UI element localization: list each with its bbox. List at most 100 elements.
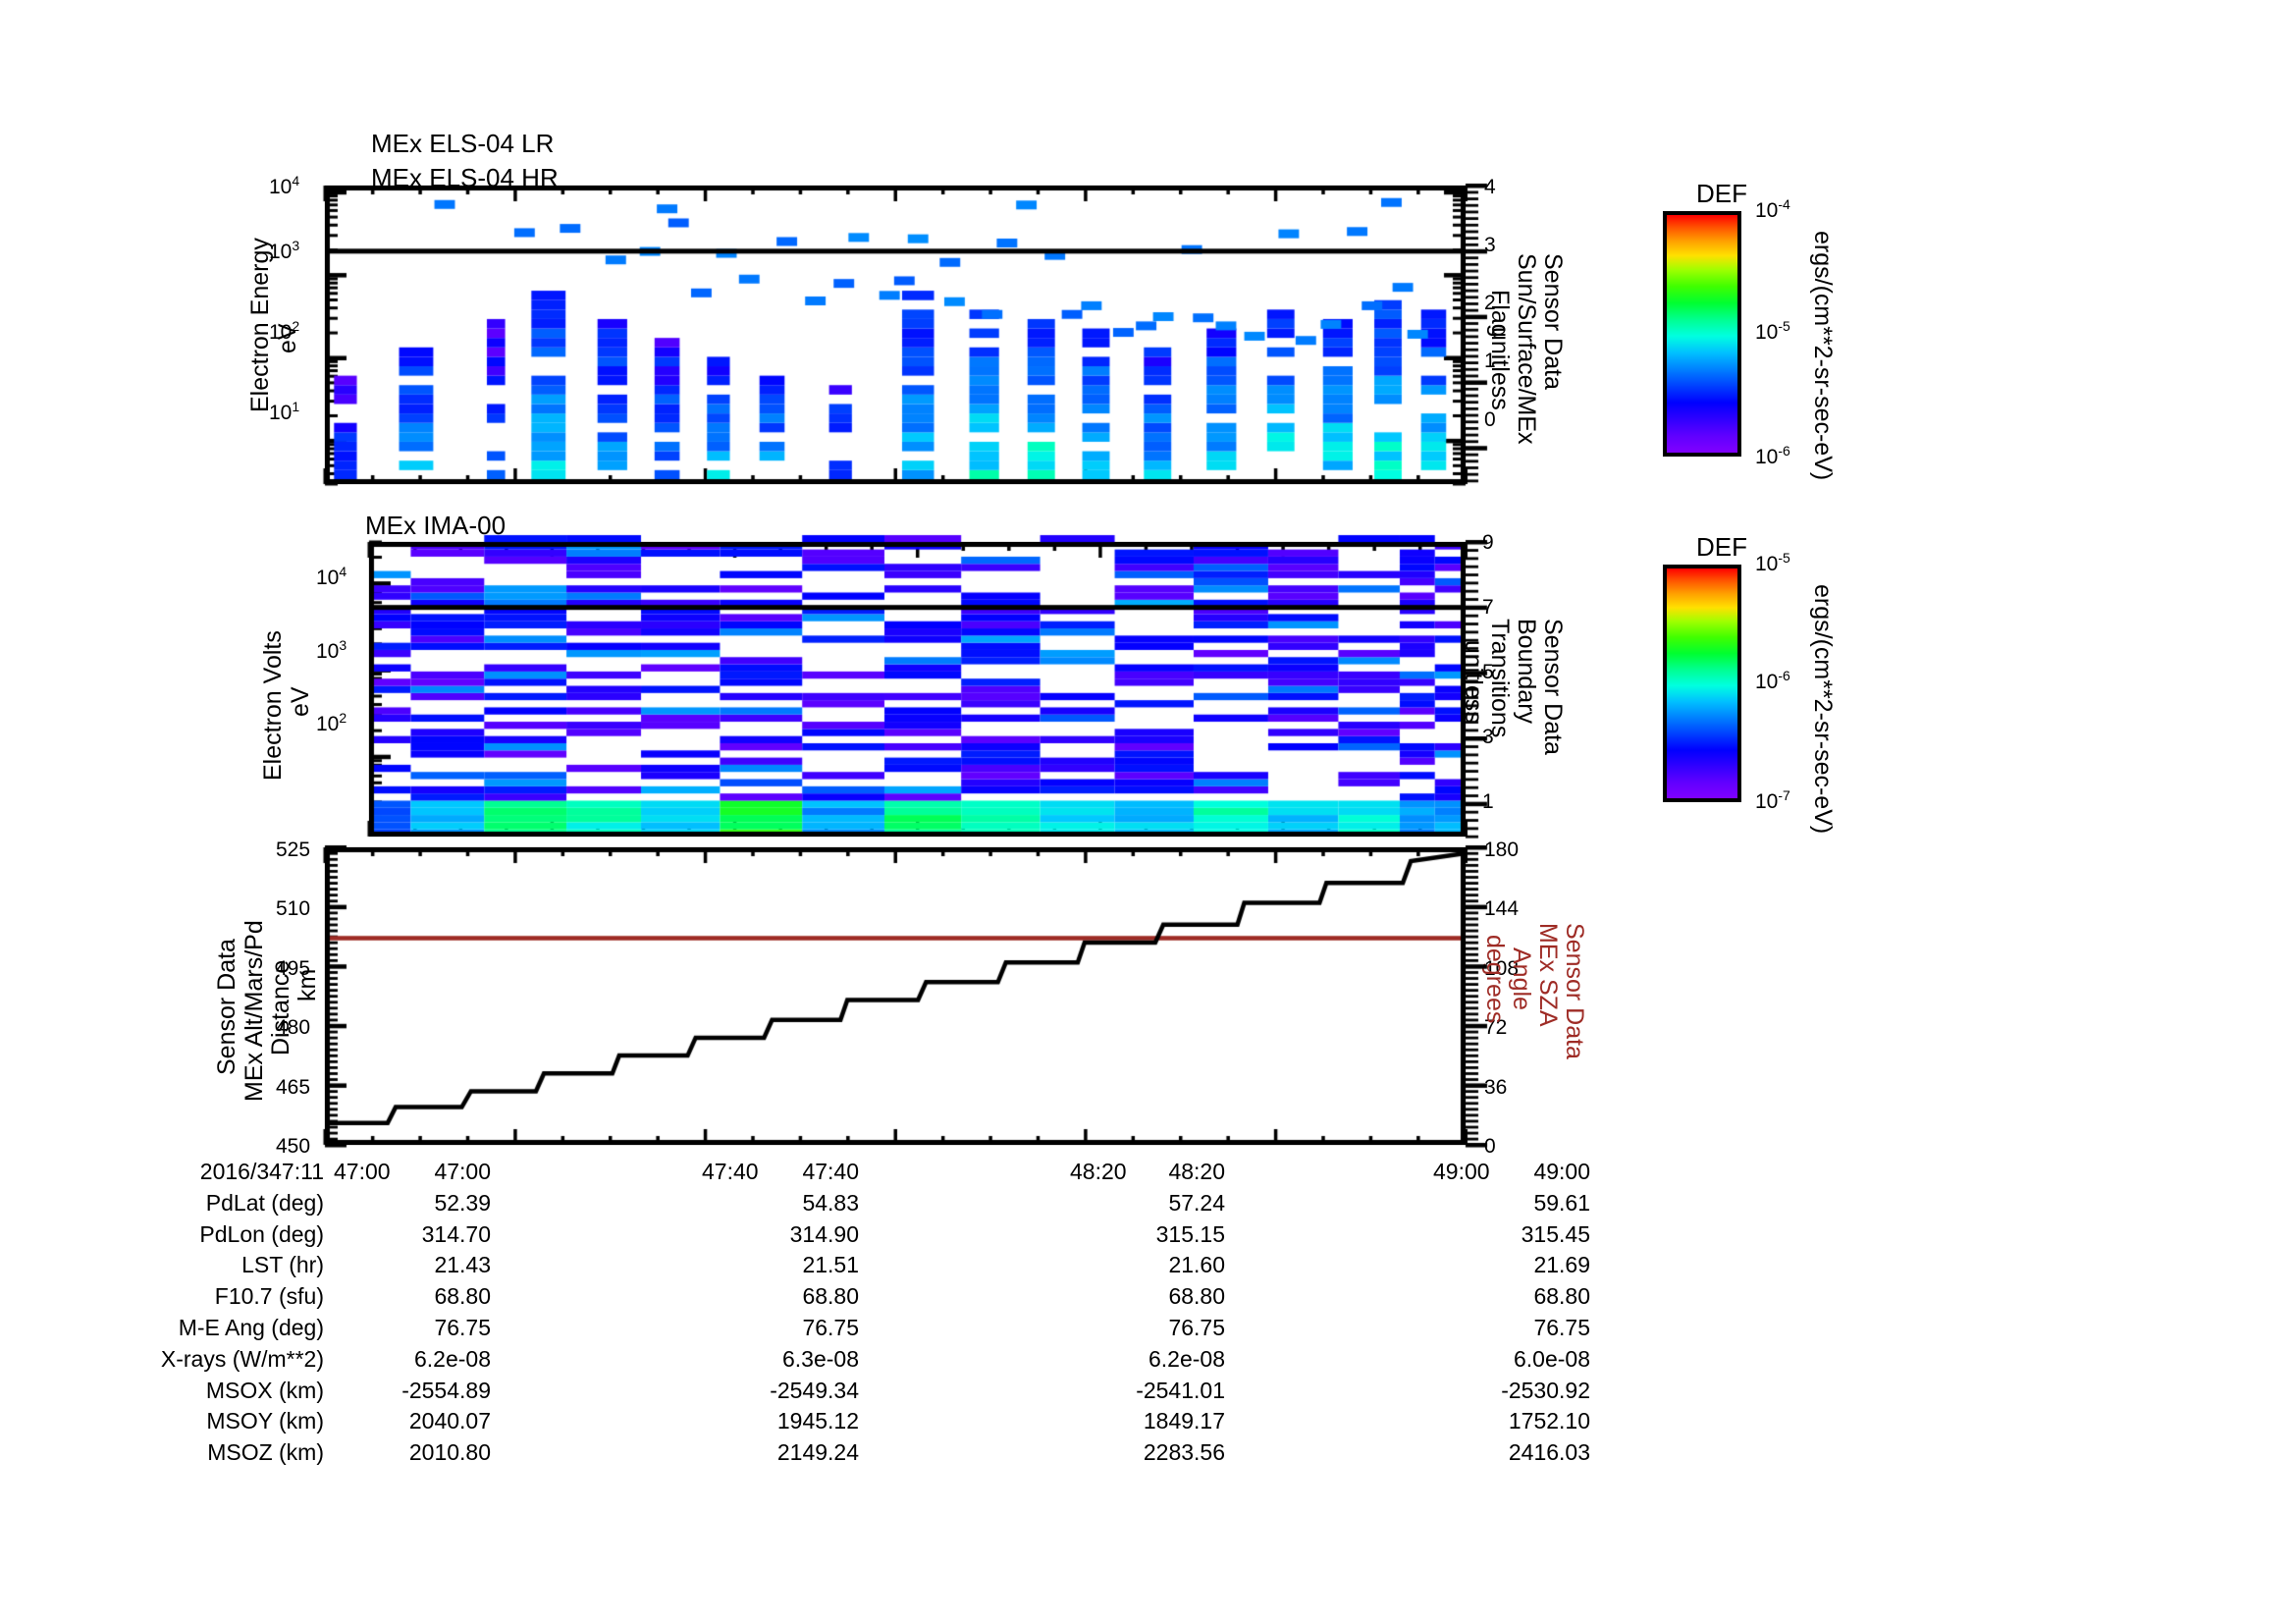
- p3-ytick-450: 450: [276, 1135, 311, 1158]
- table-cell: 52.39: [434, 1189, 491, 1216]
- table-cell: 54.83: [802, 1189, 859, 1216]
- p1-rtick-3: 3: [1484, 234, 1496, 256]
- table-cell: 1945.12: [776, 1408, 859, 1434]
- p3-ylabel1: Sensor Data: [213, 939, 240, 1075]
- p2-rtick-9: 9: [1482, 531, 1494, 554]
- table-cell: -2541.01: [1136, 1377, 1225, 1403]
- table-cell: 2283.56: [1143, 1439, 1225, 1466]
- p2-ytick-1e2: 102: [316, 710, 347, 735]
- table-cell: 1752.10: [1508, 1408, 1590, 1434]
- colorbar2-tick-top: 10-5: [1755, 550, 1790, 575]
- table-cell: 76.75: [802, 1315, 859, 1340]
- p3-ylabel2: MEx Alt/Mars/Pd: [240, 920, 268, 1102]
- p1-ytick-1e4: 104: [269, 173, 300, 198]
- colorbar2: [1663, 565, 1741, 802]
- colorbar1: [1663, 211, 1741, 457]
- table-row-label: LST (hr): [241, 1252, 324, 1278]
- p2-right-label: Sensor Data: [1539, 619, 1567, 755]
- colorbar1-tick-mid: 10-5: [1755, 318, 1790, 344]
- colorbar1-title: DEF: [1696, 179, 1747, 208]
- table-cell: 314.90: [789, 1220, 859, 1247]
- colorbar2-tick-bot: 10-7: [1755, 787, 1790, 813]
- p2-rtick-1: 1: [1482, 790, 1494, 813]
- table-cell: 2040.07: [408, 1408, 491, 1434]
- table-cell: 6.2e-08: [1148, 1345, 1225, 1372]
- p3-right-label3: Angle: [1508, 947, 1535, 1010]
- table-cell: 68.80: [1533, 1283, 1590, 1310]
- table-row-label: MSOY (km): [206, 1408, 324, 1434]
- table-cell: 2149.24: [776, 1439, 859, 1466]
- table-cell: 1849.17: [1143, 1408, 1225, 1434]
- table-cell: 76.75: [434, 1315, 491, 1340]
- p2-ylabel: Electron Volts: [259, 630, 287, 781]
- p3-right-units: degrees: [1481, 935, 1509, 1024]
- table-cell: 47:00: [434, 1159, 491, 1184]
- table-row-label: PdLon (deg): [199, 1220, 324, 1247]
- table-cell: 59.61: [1533, 1189, 1590, 1216]
- table-cell: 76.75: [1168, 1315, 1225, 1340]
- table-cell: 21.43: [434, 1252, 491, 1278]
- table-row-label: MSOZ (km): [207, 1439, 324, 1466]
- p2-right-label2: Boundary: [1513, 619, 1540, 725]
- p3-rtick-36: 36: [1484, 1076, 1508, 1099]
- p2-right-label3: Transitions: [1486, 619, 1514, 738]
- p1-ylabel: Electron Energy: [246, 238, 274, 412]
- table-cell: -2549.34: [770, 1377, 859, 1403]
- table-cell: 6.0e-08: [1513, 1345, 1590, 1372]
- colorbar1-tick-bot: 10-6: [1755, 443, 1790, 468]
- p1-right-label: Sensor Data: [1539, 253, 1567, 390]
- p3-ylabel3: Distance: [267, 959, 294, 1055]
- table-cell: 2416.03: [1508, 1439, 1590, 1466]
- p3-right-label2: MEx SZA: [1534, 923, 1562, 1027]
- table-cell: 21.69: [1533, 1252, 1590, 1278]
- els-spectrogram-panel: [325, 186, 1466, 484]
- colorbar1-units: ergs/(cm**2-sr-sec-eV): [1809, 231, 1837, 481]
- p2-yunits: eV: [287, 686, 314, 717]
- colorbar2-units: ergs/(cm**2-sr-sec-eV): [1809, 584, 1837, 835]
- p1-rtick-4: 4: [1484, 176, 1496, 198]
- table-cell: 6.3e-08: [781, 1345, 859, 1372]
- table-cell: 76.75: [1533, 1315, 1590, 1340]
- p3-right-label1: Sensor Data: [1561, 923, 1588, 1059]
- p2-rtick-7: 7: [1482, 596, 1494, 619]
- p3-rtick-144: 144: [1484, 897, 1520, 920]
- table-cell: 21.51: [802, 1252, 859, 1278]
- table-row-label: X-rays (W/m**2): [160, 1345, 324, 1372]
- p3-ytick-510: 510: [276, 897, 311, 920]
- p2-ytick-1e4: 104: [316, 564, 347, 589]
- p1-yunits: eV: [274, 323, 301, 353]
- ima-spectrogram-panel: [369, 542, 1466, 837]
- table-row-label: F10.7 (sfu): [214, 1283, 324, 1310]
- colorbar1-tick-top: 10-4: [1755, 196, 1790, 222]
- table-cell: 315.15: [1155, 1220, 1225, 1247]
- table-cell: 49:00: [1533, 1159, 1590, 1184]
- p1-right-label2: Sun/Surface/MEx: [1513, 253, 1540, 445]
- table-cell: 314.70: [421, 1220, 491, 1247]
- table-row-label: PdLat (deg): [205, 1189, 324, 1216]
- table-cell: 68.80: [802, 1283, 859, 1310]
- table-row-label: 2016/347:11: [199, 1159, 324, 1184]
- table-cell: -2530.92: [1501, 1377, 1590, 1403]
- table-cell: 48:20: [1168, 1159, 1225, 1184]
- p2-right-units: unitless: [1460, 640, 1487, 724]
- table-cell: 68.80: [434, 1283, 491, 1310]
- table-row-label: M-E Ang (deg): [178, 1315, 324, 1340]
- table-cell: -2554.89: [401, 1377, 491, 1403]
- p3-rtick-180: 180: [1484, 839, 1520, 861]
- p3-yunits: km: [294, 968, 321, 1001]
- table-cell: 6.2e-08: [413, 1345, 491, 1372]
- table-cell: 315.45: [1521, 1220, 1590, 1247]
- panel2-title: MEx IMA-00: [365, 511, 507, 540]
- p1-right-units: unitless: [1486, 327, 1514, 410]
- p3-ytick-525: 525: [276, 839, 311, 861]
- altitude-sza-panel: [325, 847, 1466, 1145]
- table-cell: 47:40: [802, 1159, 859, 1184]
- p1-rtick-0: 0: [1484, 408, 1496, 431]
- colorbar2-title: DEF: [1696, 532, 1747, 562]
- table-cell: 57.24: [1168, 1189, 1225, 1216]
- p3-rtick-0: 0: [1484, 1135, 1496, 1158]
- p2-ytick-1e3: 103: [316, 637, 347, 663]
- table-row-label: MSOX (km): [205, 1377, 324, 1403]
- panel1-title-lr: MEx ELS-04 LR: [371, 129, 555, 158]
- table-cell: 21.60: [1168, 1252, 1225, 1278]
